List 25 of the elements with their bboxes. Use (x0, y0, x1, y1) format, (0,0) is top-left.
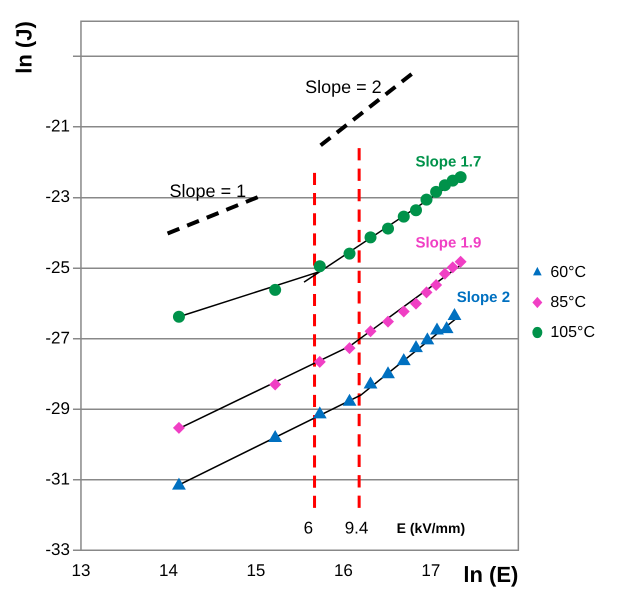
y-axis-title: ln (J) (11, 21, 36, 74)
x-tick-label: 17 (421, 561, 440, 580)
y-tick-label: -23 (45, 187, 70, 206)
y-tick-label: -25 (45, 258, 70, 277)
y-tick-label: -29 (45, 398, 70, 418)
y-tick-label: -21 (45, 116, 70, 136)
y-tick-label: -27 (45, 328, 70, 348)
annotation: 6 (304, 518, 314, 538)
x-tick-label: 14 (158, 561, 178, 580)
annotation: Slope = 1 (170, 181, 246, 202)
legend-label: 85°C (550, 294, 586, 311)
annotation: 9.4 (344, 518, 368, 538)
legend-label: 105°C (550, 324, 596, 341)
annotation: E (kV/mm) (396, 520, 466, 536)
y-tick-label: -33 (45, 540, 70, 559)
x-axis-title: ln (E) (463, 562, 518, 587)
x-tick-label: 15 (246, 561, 266, 580)
x-tick-label: 13 (72, 561, 90, 580)
legend-label: 60°C (550, 264, 586, 281)
annotation: Slope 1.9 (415, 234, 482, 252)
annotation: Slope 2 (456, 289, 510, 306)
x-tick-label: 16 (334, 561, 353, 580)
annotation: Slope = 2 (305, 77, 382, 98)
y-tick-label: -31 (45, 469, 70, 488)
annotation: Slope 1.7 (415, 153, 482, 170)
